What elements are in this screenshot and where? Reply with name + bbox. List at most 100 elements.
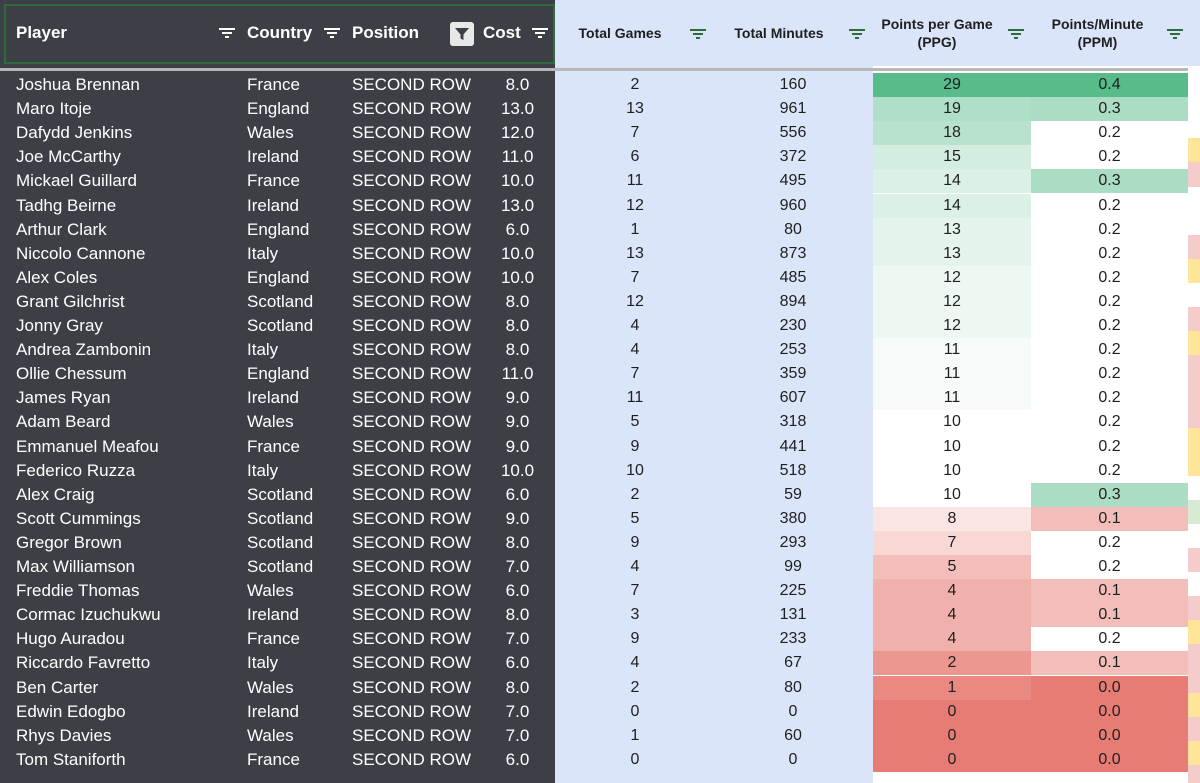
cell-total-minutes[interactable]: 380 [779, 509, 807, 527]
table-row[interactable]: Federico Ruzza Italy SECOND ROW 10.0 10 518 10… [0, 458, 1200, 483]
cell-total-minutes[interactable]: 0 [788, 750, 798, 768]
cell-position[interactable]: SECOND ROW [352, 243, 471, 263]
cell-position[interactable]: SECOND ROW [352, 291, 471, 311]
cell-country[interactable]: Italy [247, 243, 279, 263]
cell-ppg[interactable]: 10 [873, 434, 1031, 459]
cell-country[interactable]: France [247, 629, 300, 649]
cell-cost[interactable]: 7.0 [505, 725, 530, 745]
cell-player[interactable]: Joshua Brennan [16, 75, 140, 94]
cell-country[interactable]: Scotland [247, 508, 314, 528]
cell-player[interactable]: Andrea Zambonin [16, 340, 152, 360]
cell-ppm[interactable]: 0.2 [1031, 386, 1188, 411]
cell-player[interactable]: Federico Ruzza [16, 460, 136, 480]
cell-total-minutes[interactable]: 131 [779, 606, 807, 624]
cell-country[interactable]: Wales [247, 581, 294, 601]
cell-position[interactable]: SECOND ROW [352, 412, 471, 432]
cell-country[interactable]: France [247, 171, 300, 191]
cell-cost[interactable]: 9.0 [505, 436, 530, 456]
table-row[interactable]: Jonny Gray Scotland SECOND ROW 8.0 4 230 12 0.2 [0, 314, 1200, 338]
cell-position[interactable]: SECOND ROW [352, 725, 471, 745]
cell-ppg[interactable]: 13 [873, 241, 1031, 266]
cell-cost[interactable]: 7.0 [505, 701, 530, 721]
cell-cost[interactable]: 12.0 [500, 123, 535, 143]
cell-total-minutes[interactable]: 80 [784, 678, 802, 696]
cell-country[interactable]: Wales [247, 677, 294, 697]
header-total-games[interactable]: Total Games [578, 25, 662, 41]
cell-ppm[interactable]: 0.1 [1031, 603, 1188, 628]
table-row[interactable]: Joe McCarthy Ireland SECOND ROW 11.0 6 372 15 0… [0, 145, 1200, 170]
cell-ppg[interactable]: 29 [873, 73, 1031, 97]
cell-position[interactable]: SECOND ROW [352, 508, 471, 528]
header-position[interactable]: Position [352, 23, 420, 42]
cell-ppg[interactable]: 18 [873, 121, 1031, 146]
table-row[interactable]: Joshua Brennan France SECOND ROW 8.0 2 160 29 0… [0, 73, 1200, 97]
cell-player[interactable]: Riccardo Favretto [16, 653, 151, 673]
cell-total-games[interactable]: 12 [626, 196, 644, 214]
cell-cost[interactable]: 6.0 [505, 219, 530, 239]
cell-position[interactable]: SECOND ROW [352, 532, 471, 552]
cell-country[interactable]: Scotland [247, 557, 314, 576]
cell-total-minutes[interactable]: 873 [779, 244, 807, 262]
cell-player[interactable]: Edwin Edogbo [16, 701, 126, 721]
cell-total-games[interactable]: 7 [630, 124, 640, 142]
cell-total-games[interactable]: 7 [630, 582, 640, 600]
cell-player[interactable]: Emmanuel Meafou [16, 436, 159, 456]
cell-ppg[interactable]: 14 [873, 169, 1031, 194]
cell-ppg[interactable]: 4 [873, 579, 1031, 604]
cell-player[interactable]: Freddie Thomas [16, 581, 140, 601]
cell-ppg[interactable]: 10 [873, 458, 1031, 483]
cell-country[interactable]: Italy [247, 460, 279, 480]
cell-player[interactable]: Max Williamson [16, 557, 136, 576]
cell-cost[interactable]: 6.0 [505, 484, 530, 504]
cell-ppg[interactable]: 10 [873, 482, 1031, 507]
cell-ppm[interactable]: 0.3 [1031, 97, 1188, 122]
cell-cost[interactable]: 10.0 [500, 267, 535, 287]
cell-ppg[interactable]: 11 [873, 338, 1031, 363]
cell-player[interactable]: Tom Staniforth [16, 749, 126, 769]
cell-ppm[interactable]: 0.0 [1031, 699, 1188, 724]
cell-ppm[interactable]: 0.2 [1031, 241, 1188, 266]
cell-ppg[interactable]: 13 [873, 217, 1031, 242]
cell-position[interactable]: SECOND ROW [352, 677, 471, 697]
cell-position[interactable]: SECOND ROW [352, 701, 471, 721]
cell-cost[interactable]: 9.0 [505, 412, 530, 432]
cell-ppg[interactable]: 12 [873, 265, 1031, 290]
cell-total-minutes[interactable]: 293 [779, 533, 807, 551]
cell-total-games[interactable]: 1 [630, 220, 640, 238]
cell-country[interactable]: England [247, 364, 310, 384]
cell-ppg[interactable]: 12 [873, 289, 1031, 314]
cell-ppm[interactable]: 0.2 [1031, 217, 1188, 242]
cell-country[interactable]: France [247, 749, 300, 769]
header-total-minutes[interactable]: Total Minutes [734, 25, 824, 41]
cell-position[interactable]: SECOND ROW [352, 484, 471, 504]
cell-total-games[interactable]: 7 [630, 365, 640, 383]
cell-position[interactable]: SECOND ROW [352, 364, 471, 384]
cell-position[interactable]: SECOND ROW [352, 195, 471, 215]
cell-total-minutes[interactable]: 441 [779, 437, 807, 455]
cell-player[interactable]: Adam Beard [16, 412, 111, 432]
cell-total-games[interactable]: 11 [626, 389, 644, 407]
cell-total-games[interactable]: 9 [630, 437, 640, 455]
cell-total-minutes[interactable]: 59 [784, 485, 802, 503]
cell-position[interactable]: SECOND ROW [352, 75, 471, 94]
cell-country[interactable]: Scotland [247, 291, 314, 311]
cell-country[interactable]: England [247, 219, 310, 239]
table-row[interactable]: Grant Gilchrist Scotland SECOND ROW 8.0 12 89… [0, 289, 1200, 314]
cell-country[interactable]: Wales [247, 123, 294, 143]
table-row[interactable]: Alex Craig Scotland SECOND ROW 6.0 2 59 10 0.3 [0, 482, 1200, 507]
cell-cost[interactable]: 9.0 [505, 508, 530, 528]
cell-ppg[interactable]: 0 [873, 723, 1031, 748]
cell-player[interactable]: James Ryan [16, 388, 111, 408]
cell-country[interactable]: Ireland [247, 147, 299, 167]
cell-total-minutes[interactable]: 233 [779, 630, 807, 648]
cell-total-games[interactable]: 13 [626, 100, 644, 118]
cell-ppm[interactable]: 0.2 [1031, 530, 1188, 555]
cell-country[interactable]: England [247, 99, 310, 119]
cell-total-games[interactable]: 6 [630, 148, 640, 166]
cell-player[interactable]: Hugo Auradou [16, 629, 125, 649]
cell-player[interactable]: Niccolo Cannone [16, 243, 146, 263]
cell-player[interactable]: Rhys Davies [16, 725, 112, 745]
cell-total-minutes[interactable]: 359 [779, 365, 807, 383]
cell-position[interactable]: SECOND ROW [352, 147, 471, 167]
cell-position[interactable]: SECOND ROW [352, 557, 471, 576]
